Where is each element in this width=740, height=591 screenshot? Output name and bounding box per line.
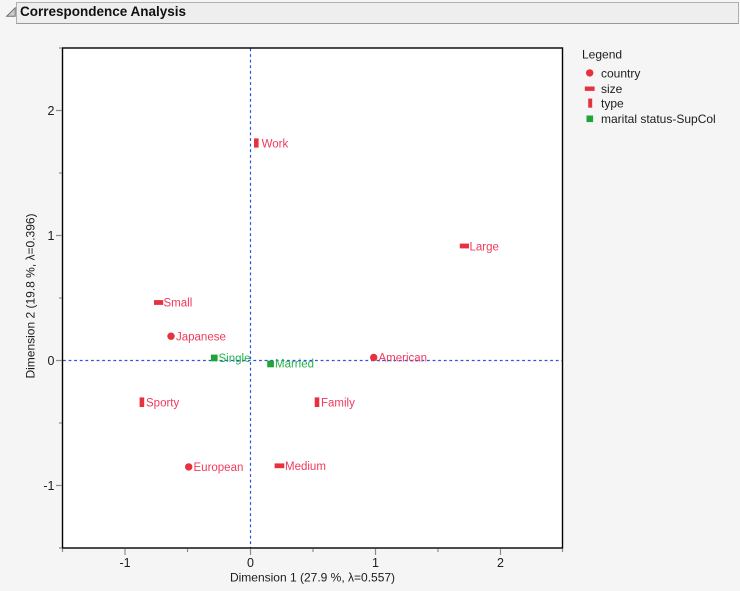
svg-text:1: 1 bbox=[48, 229, 55, 243]
svg-text:Small: Small bbox=[164, 298, 193, 310]
svg-text:Family: Family bbox=[321, 397, 355, 409]
svg-text:marital status-SupCol: marital status-SupCol bbox=[601, 112, 716, 126]
svg-text:Dimension 1 (27.9 %, λ=0.557): Dimension 1 (27.9 %, λ=0.557) bbox=[230, 571, 395, 585]
svg-text:American: American bbox=[379, 353, 428, 365]
svg-text:Medium: Medium bbox=[285, 461, 326, 473]
svg-text:type: type bbox=[601, 97, 624, 111]
svg-text:Married: Married bbox=[275, 358, 314, 370]
svg-text:size: size bbox=[601, 82, 623, 96]
svg-text:1: 1 bbox=[372, 556, 379, 570]
svg-text:Large: Large bbox=[470, 241, 499, 253]
svg-text:Legend: Legend bbox=[582, 47, 622, 61]
svg-text:-1: -1 bbox=[43, 479, 54, 493]
svg-text:Work: Work bbox=[262, 138, 289, 150]
svg-text:country: country bbox=[601, 66, 640, 80]
svg-text:0: 0 bbox=[48, 354, 55, 368]
svg-text:European: European bbox=[194, 462, 244, 474]
svg-text:Dimension 2 (19.8 %, λ=0.396): Dimension 2 (19.8 %, λ=0.396) bbox=[24, 213, 38, 378]
svg-text:2: 2 bbox=[497, 556, 504, 570]
svg-text:Sporty: Sporty bbox=[146, 397, 179, 409]
svg-text:0: 0 bbox=[247, 556, 254, 570]
svg-text:Single: Single bbox=[219, 353, 251, 365]
svg-text:2: 2 bbox=[48, 104, 55, 118]
svg-text:-1: -1 bbox=[119, 556, 130, 570]
svg-text:Japanese: Japanese bbox=[176, 331, 226, 343]
